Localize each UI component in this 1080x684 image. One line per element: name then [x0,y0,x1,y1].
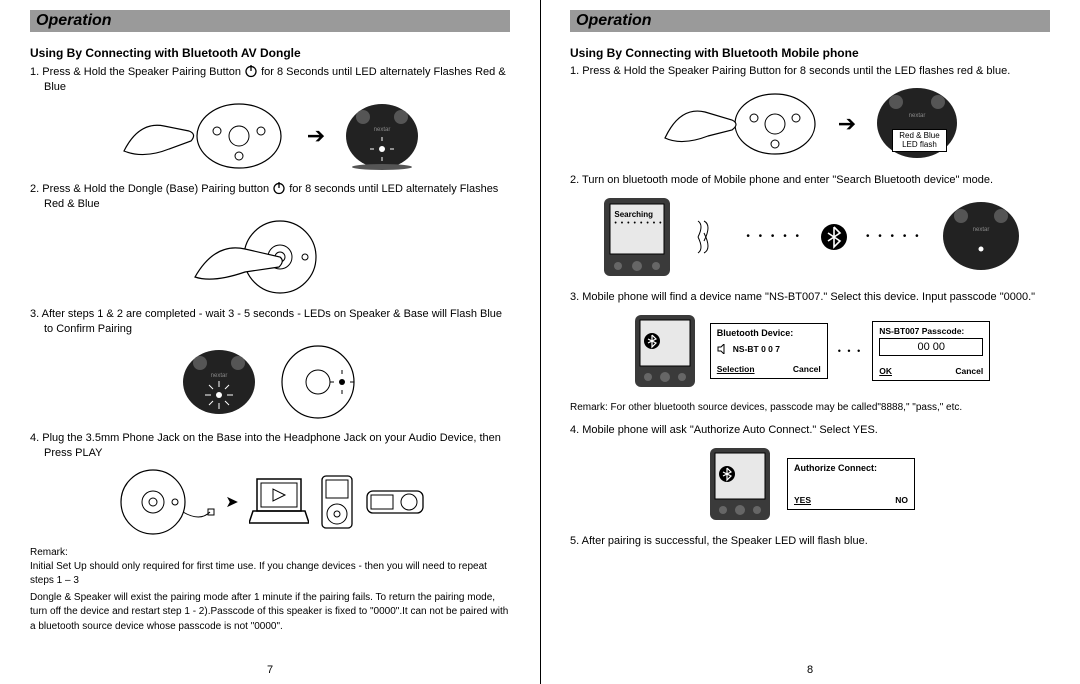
illus-mp3 [319,474,355,530]
right-step-3: 3. Mobile phone will find a device name … [570,290,1050,305]
speaker-icon [717,344,729,354]
led-callout: Red & Blue LED flash [892,129,946,153]
phone-searching: Searching • • • • • • • • [598,194,676,280]
left-step-2a: 2. Press & Hold the Dongle (Base) Pairin… [30,183,272,195]
remark-3: Remark: For other bluetooth source devic… [570,401,1050,416]
illus-hand-press-r [660,86,820,162]
page-left: Operation Using By Connecting with Bluet… [0,0,540,684]
pass-title: NS-BT007 Passcode: [879,326,983,336]
page-number-left: 7 [0,664,540,676]
figure-right-2: Searching • • • • • • • • • • • • • • • … [570,194,1050,280]
figure-right-4: Authorize Connect: YES NO [570,444,1050,524]
svg-text:nextar: nextar [374,127,391,133]
header-bar-left: Operation [30,10,510,32]
arrow-icon: ➔ [307,123,325,149]
figure-left-4: ➤ [30,467,510,537]
left-step-3: 3. After steps 1 & 2 are completed - wai… [30,307,510,337]
auth-yes: YES [794,495,811,505]
auth-title: Authorize Connect: [794,463,908,473]
subhead-right: Using By Connecting with Bluetooth Mobil… [570,46,1050,60]
page-right: Operation Using By Connecting with Bluet… [540,0,1080,684]
illus-base-jack [115,467,215,537]
pass-ok: OK [879,366,892,376]
remark-title: Remark: [30,547,510,558]
header-title-left: Operation [36,12,504,30]
dots-icon: • • • [838,346,862,356]
waves-icon [694,219,728,255]
right-step-1: 1. Press & Hold the Speaker Pairing Butt… [570,64,1050,79]
illus-base-blue [276,343,360,421]
power-icon [244,64,258,78]
power-icon [272,181,286,195]
left-step-4: 4. Plug the 3.5mm Phone Jack on the Base… [30,431,510,461]
right-step-4: 4. Mobile phone will ask "Authorize Auto… [570,423,1050,438]
bt-cancel: Cancel [793,364,821,374]
figure-right-1: ➔ nextar Red & Blue LED flash [570,85,1050,163]
arrow-icon: ➔ [838,111,856,137]
auth-box: Authorize Connect: YES NO [787,458,915,510]
bt-selection: Selection [717,364,755,374]
speaker-with-callout: nextar Red & Blue LED flash [874,85,960,163]
illus-phone-3 [705,444,775,524]
right-step-2: 2. Turn on bluetooth mode of Mobile phon… [570,173,1050,188]
figure-left-1: ➔ nextar [30,101,510,171]
left-step-1: 1. Press & Hold the Speaker Pairing Butt… [30,64,510,95]
arrow-icon: ➤ [225,492,238,512]
remark-1: Initial Set Up should only required for … [30,560,510,589]
dots-icon: • • • • • • • • [614,220,662,227]
figure-left-3: nextar [30,343,510,421]
bluetooth-icon [820,223,848,251]
svg-text:nextar: nextar [972,227,989,233]
bt-device-name: NS-BT 0 0 7 [733,344,780,354]
figure-left-2 [30,217,510,297]
pass-value: 00 00 [879,338,983,356]
passcode-box: NS-BT007 Passcode: 00 00 OK Cancel [872,321,990,381]
left-step-1a: 1. Press & Hold the Speaker Pairing Butt… [30,66,244,78]
pass-cancel: Cancel [955,366,983,376]
illus-speaker-blue: nextar [180,347,258,417]
illus-dongle-press [185,217,355,297]
bt-device-title: Bluetooth Device: [717,328,821,338]
searching-label: Searching [614,210,653,219]
illus-laptop [249,475,309,529]
dots-icon: • • • • • [866,231,922,242]
dots-icon: • • • • • [746,231,802,242]
subhead-left: Using By Connecting with Bluetooth AV Do… [30,46,510,60]
remark-2: Dongle & Speaker will exist the pairing … [30,591,510,635]
callout-line2: LED flash [899,141,939,150]
illus-hand-press [119,101,289,171]
illus-player [365,489,425,515]
right-step-5: 5. After pairing is successful, the Spea… [570,534,1050,549]
left-step-2: 2. Press & Hold the Dongle (Base) Pairin… [30,181,510,212]
header-title-right: Operation [576,12,1044,30]
illus-speaker-r2: nextar [940,199,1022,275]
svg-text:nextar: nextar [211,373,228,379]
page-number-right: 8 [540,664,1080,676]
illus-speaker-led: nextar [343,101,421,171]
bt-device-box: Bluetooth Device: NS-BT 0 0 7 Selection … [710,323,828,379]
illus-phone-2 [630,311,700,391]
illus-phone-1 [598,194,676,280]
header-bar-right: Operation [570,10,1050,32]
figure-right-3: Bluetooth Device: NS-BT 0 0 7 Selection … [570,311,1050,391]
svg-text:nextar: nextar [909,113,926,119]
auth-no: NO [895,495,908,505]
